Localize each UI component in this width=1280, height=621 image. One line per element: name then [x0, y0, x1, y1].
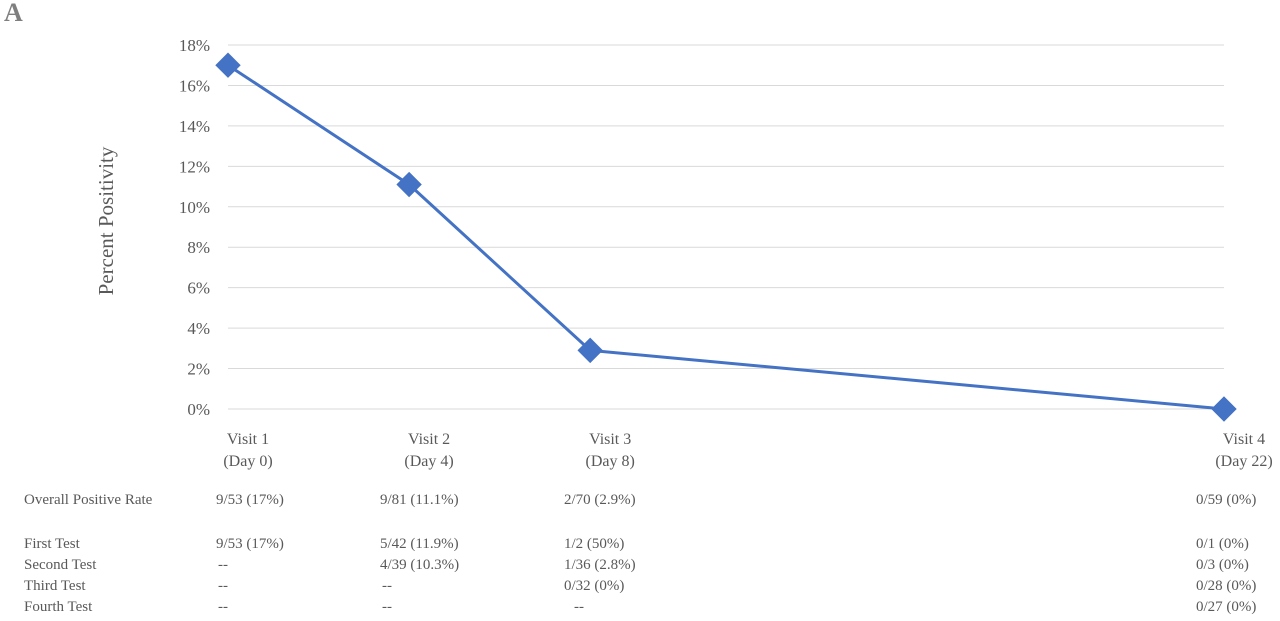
table-cell: 5/42 (11.9%) — [380, 536, 459, 552]
y-tick-label: 2% — [187, 360, 210, 379]
table-cell: -- — [218, 599, 228, 615]
x-category-label: Visit 2 — [408, 431, 450, 448]
series-line — [227, 63, 1225, 411]
data-point-marker — [396, 171, 422, 198]
x-category-labels: Visit 1 (Day 0) Visit 2 (Day 4) Visit 3 (Day … — [223, 431, 1272, 470]
table-cell: 0/59 (0%) — [1196, 492, 1257, 508]
y-tick-label: 18% — [179, 36, 210, 55]
y-tick-label: 4% — [187, 319, 210, 338]
table-cell: -- — [218, 578, 228, 594]
table-cell: 9/53 (17%) — [216, 536, 284, 552]
series-line-path — [227, 63, 1225, 411]
table-cell: 9/53 (17%) — [216, 492, 284, 508]
table-row-label: Third Test — [24, 578, 86, 594]
data-markers — [215, 52, 1237, 422]
y-tick-labels: 0% 2% 4% 6% 8% 10% 12% 14% 16% 18% — [179, 36, 210, 419]
table-cell: -- — [218, 557, 228, 573]
y-tick-label: 0% — [187, 400, 210, 419]
table-cell: -- — [382, 599, 392, 615]
y-tick-label: 10% — [179, 198, 210, 217]
table-row-label: Overall Positive Rate — [24, 492, 153, 508]
table-cell: -- — [574, 599, 584, 615]
y-tick-label: 6% — [187, 279, 210, 298]
table-cell: 0/28 (0%) — [1196, 578, 1257, 594]
table-cell: 4/39 (10.3%) — [380, 557, 460, 573]
x-category-sublabel: (Day 0) — [223, 453, 272, 470]
x-category-sublabel: (Day 8) — [586, 453, 635, 470]
table-cell: 2/70 (2.9%) — [564, 492, 636, 508]
y-tick-label: 14% — [179, 117, 210, 136]
y-tick-label: 16% — [179, 76, 210, 95]
table-cell: 1/2 (50%) — [564, 536, 625, 552]
y-tick-label: 12% — [179, 157, 210, 176]
data-point-marker — [215, 52, 241, 78]
table-cell: 0/1 (0%) — [1196, 536, 1249, 552]
x-category-sublabel: (Day 4) — [404, 453, 453, 470]
y-axis-label: Percent Positivity — [94, 146, 118, 295]
table-cell: 9/81 (11.1%) — [380, 492, 459, 508]
data-point-marker — [1211, 396, 1237, 422]
panel-label: A — [4, 0, 23, 27]
table-cell: -- — [382, 578, 392, 594]
table-cell: 1/36 (2.8%) — [564, 557, 636, 573]
gridlines — [228, 44, 1224, 410]
y-tick-label: 8% — [187, 238, 210, 257]
table-row-label: Second Test — [24, 557, 97, 573]
data-point-marker — [577, 337, 603, 364]
table-cell: 0/3 (0%) — [1196, 557, 1249, 573]
line-chart: 0% 2% 4% 6% 8% 10% 12% 14% 16% 18% Percent Positi… — [94, 36, 1273, 470]
x-category-sublabel: (Day 22) — [1215, 453, 1272, 470]
table-row-label: Fourth Test — [24, 599, 93, 615]
table-cell: 0/32 (0%) — [564, 578, 625, 594]
table-row-label: First Test — [24, 536, 80, 552]
x-category-label: Visit 3 — [589, 431, 631, 448]
x-category-label: Visit 4 — [1223, 431, 1265, 448]
x-category-label: Visit 1 — [227, 431, 269, 448]
table-cell: 0/27 (0%) — [1196, 599, 1257, 615]
